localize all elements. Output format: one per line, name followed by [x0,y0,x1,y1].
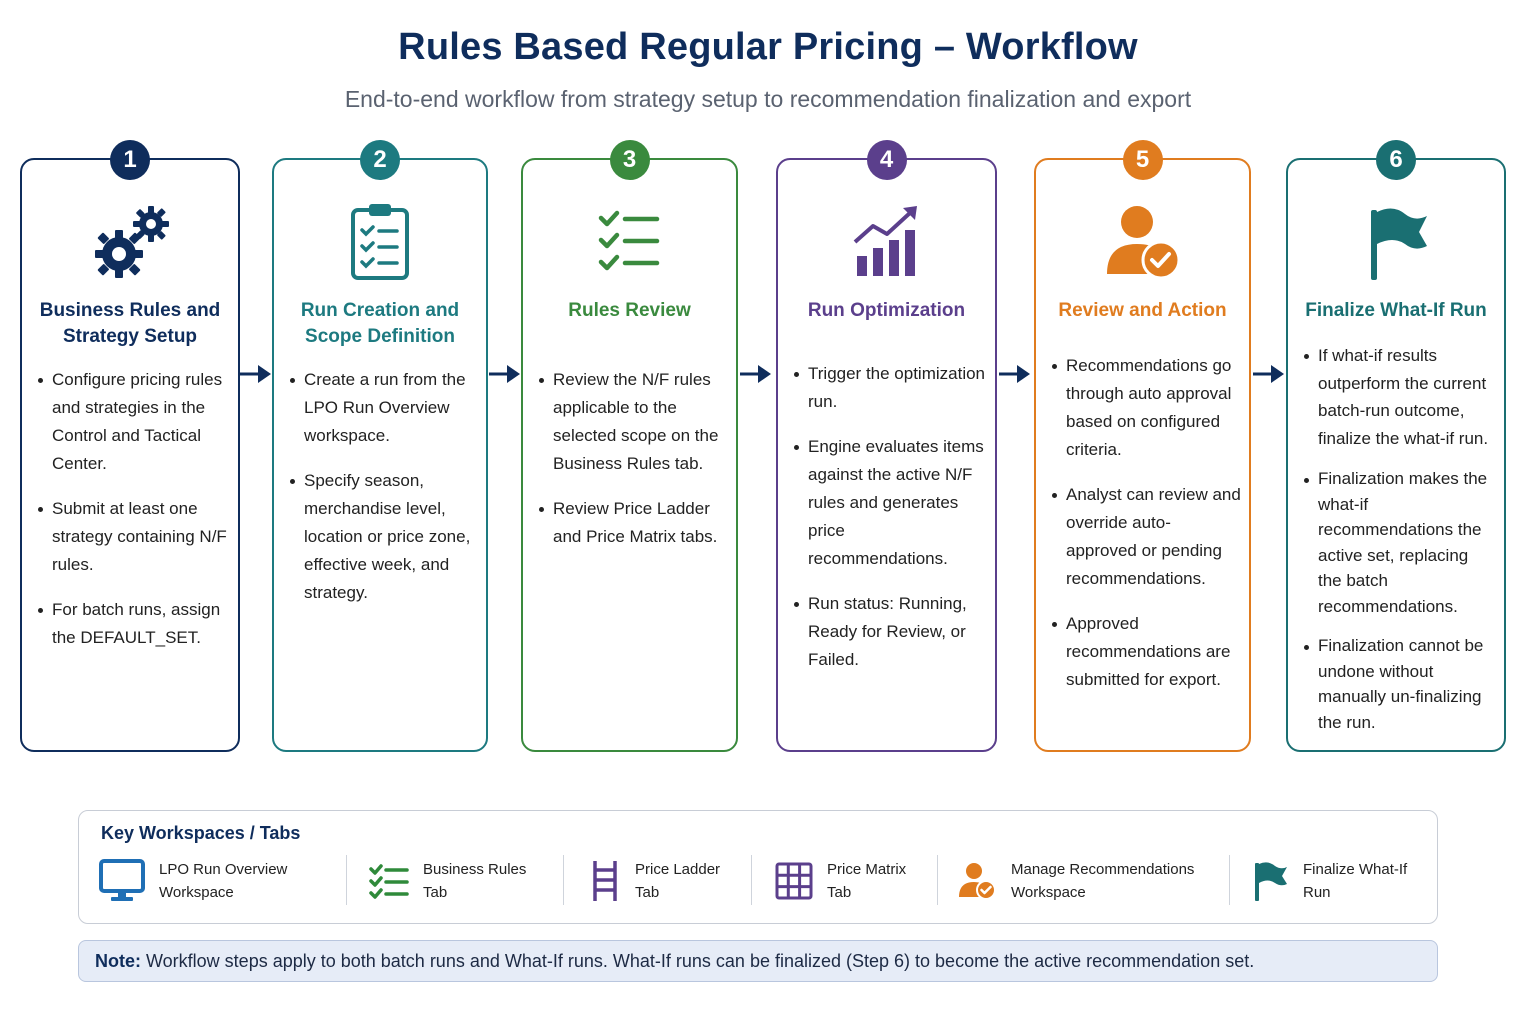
step-number-badge: 2 [360,140,400,180]
step-1-card: 1 [20,140,240,752]
bullet: Engine evaluates items against the activ… [792,433,987,573]
gears-icon [95,206,169,278]
arrow-right-icon [240,365,271,383]
step-title: Business Rules and Strategy Setup [39,300,221,347]
workspace-price-matrix-tab[interactable]: Price Matrix Tab [775,855,906,907]
step-5-card: 5 Review and Action Recommendations go t… [1034,140,1251,752]
bullet: Review the N/F rules applicable to the s… [537,366,728,478]
step-bullets: Configure pricing rules and strategies i… [36,366,230,669]
grid-icon [775,862,813,900]
step-bullets: Recommendations go through auto approval… [1050,352,1241,711]
bullet: Review Price Ladder and Price Matrix tab… [537,495,728,551]
note-text: Workflow steps apply to both batch runs … [141,951,1255,971]
step-number-badge: 4 [866,140,907,180]
workspace-label: Price Matrix Tab [827,861,907,901]
note-banner: Note: Workflow steps apply to both batch… [78,940,1438,982]
bullet: Analyst can review and override auto-app… [1050,481,1241,593]
step-bullets: Review the N/F rules applicable to the s… [537,366,728,568]
workspace-label: Business Rules Tab [423,861,527,901]
bullet: Run status: Running, Ready for Review, o… [792,590,987,674]
bullet: Approved recommendations are submitted f… [1050,610,1241,694]
user-approve-icon [959,863,996,900]
step-number-badge: 6 [1376,140,1416,180]
clipboard-checklist-icon [351,204,409,280]
bullet: Configure pricing rules and strategies i… [36,366,230,478]
step-bullets: Create a run from the LPO Run Overview w… [288,366,478,624]
page-title: Rules Based Regular Pricing – Workflow [398,26,1138,68]
step-number-badge: 1 [110,140,150,180]
workspace-label: Finalize What-If Run [1303,861,1408,901]
arrow-right-icon [999,365,1030,383]
note-label: Note: [95,951,141,971]
step-title: Rules Review [568,300,691,321]
workspace-lpo-run-overview[interactable]: LPO Run Overview Workspace [99,855,287,907]
workspace-label: Manage Recommendations Workspace [1011,861,1195,901]
arrow-right-icon [489,365,520,383]
step-6-card: 6 Finalize What-If Run If what-if result… [1286,140,1506,752]
bullet: Specify season, merchandise level, locat… [288,467,478,607]
step-title: Run Optimization [807,300,966,321]
step-number-badge: 3 [609,140,650,180]
bullet: Submit at least one strategy containing … [36,495,230,579]
arrow-right-icon [1253,365,1284,383]
key-workspaces-panel: Key Workspaces / Tabs LPO Run Overview Wo… [78,810,1438,924]
bullet: Create a run from the LPO Run Overview w… [288,366,478,450]
workspace-label: LPO Run Overview Workspace [159,861,288,901]
ladder-icon [593,861,617,901]
step-title: Review and Action [1058,300,1227,321]
checklist-icon [598,210,659,271]
workspace-business-rules-tab[interactable]: Business Rules Tab [369,855,526,907]
step-3-card: 3 Rules Review Review the N/F rules appl… [521,140,738,752]
bullet: Finalization makes the what-if recommend… [1302,466,1496,619]
bullet: Trigger the optimization run. [792,360,987,416]
panel-title: Key Workspaces / Tabs [101,823,301,843]
checklist-icon [369,864,409,899]
workspace-label: Price Ladder Tab [635,861,721,901]
workspace-finalize-what-if-run[interactable]: Finalize What-If Run [1251,855,1407,907]
step-number-badge: 5 [1122,140,1163,180]
step-title: Run Creation and Scope Definition [300,300,460,347]
bullet: For batch runs, assign the DEFAULT_SET. [36,596,230,652]
step-bullets: Trigger the optimization run. Engine eva… [792,360,987,691]
flag-icon [1371,208,1427,280]
step-4-card: 4 Run Optimization Trigger the optimizat… [776,140,997,752]
bullet: Recommendations go through auto approval… [1050,352,1241,464]
workspace-manage-recommendations[interactable]: Manage Recommendations Workspace [957,855,1194,907]
bullet: If what-if results outperform the curren… [1302,342,1496,452]
monitor-icon [99,859,145,901]
step-2-card: 2 Run Creation and Scope Definition Creat… [272,140,488,752]
step-bullets: If what-if results outperform the curren… [1302,342,1496,735]
workspace-price-ladder-tab[interactable]: Price Ladder Tab [589,855,720,907]
page-subtitle: End-to-end workflow from strategy setup … [344,86,1192,112]
bar-chart-trend-icon [853,206,917,276]
user-approve-icon [1106,206,1180,280]
flag-icon [1255,862,1287,901]
step-title: Finalize What-If Run [1305,300,1487,321]
arrow-right-icon [740,365,771,383]
bullet: Finalization cannot be undone without ma… [1302,633,1496,735]
